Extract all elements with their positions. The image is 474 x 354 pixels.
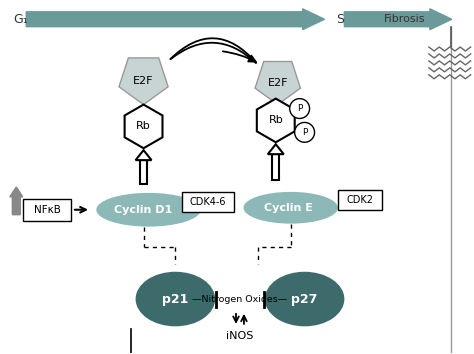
FancyBboxPatch shape <box>182 192 234 212</box>
Ellipse shape <box>136 272 215 326</box>
Text: G₁: G₁ <box>13 13 28 26</box>
Text: —Nitrogen Oxides—: —Nitrogen Oxides— <box>192 295 288 303</box>
Text: Rb: Rb <box>268 115 283 125</box>
Text: CDK4-6: CDK4-6 <box>190 197 227 207</box>
FancyArrow shape <box>10 187 23 215</box>
Polygon shape <box>272 154 279 180</box>
Text: NFκB: NFκB <box>34 205 61 215</box>
Polygon shape <box>125 104 163 148</box>
Text: p27: p27 <box>292 292 318 306</box>
Circle shape <box>295 122 315 142</box>
Text: E2F: E2F <box>267 78 288 88</box>
Circle shape <box>290 99 310 119</box>
Text: p21: p21 <box>162 292 189 306</box>
Text: S: S <box>337 13 345 26</box>
Text: Cyclin D1: Cyclin D1 <box>114 205 173 215</box>
Text: P: P <box>297 104 302 113</box>
Text: iNOS: iNOS <box>226 331 254 341</box>
FancyArrowPatch shape <box>223 51 255 62</box>
Polygon shape <box>136 150 152 160</box>
FancyArrowPatch shape <box>171 43 256 63</box>
Ellipse shape <box>265 272 345 326</box>
FancyArrow shape <box>26 9 325 30</box>
FancyArrowPatch shape <box>170 38 256 63</box>
Text: Rb: Rb <box>136 121 151 131</box>
Polygon shape <box>255 62 301 104</box>
Polygon shape <box>268 144 284 154</box>
Polygon shape <box>257 99 295 142</box>
Text: Fibrosis: Fibrosis <box>384 14 426 24</box>
Text: Cyclin E: Cyclin E <box>264 203 313 213</box>
Ellipse shape <box>244 192 338 224</box>
Ellipse shape <box>96 193 201 227</box>
FancyArrow shape <box>345 9 452 30</box>
Text: CDK2: CDK2 <box>347 195 374 205</box>
Text: E2F: E2F <box>133 76 154 86</box>
Polygon shape <box>119 58 168 104</box>
Polygon shape <box>140 160 147 184</box>
FancyBboxPatch shape <box>23 199 71 221</box>
FancyBboxPatch shape <box>338 190 382 210</box>
Text: P: P <box>302 128 307 137</box>
